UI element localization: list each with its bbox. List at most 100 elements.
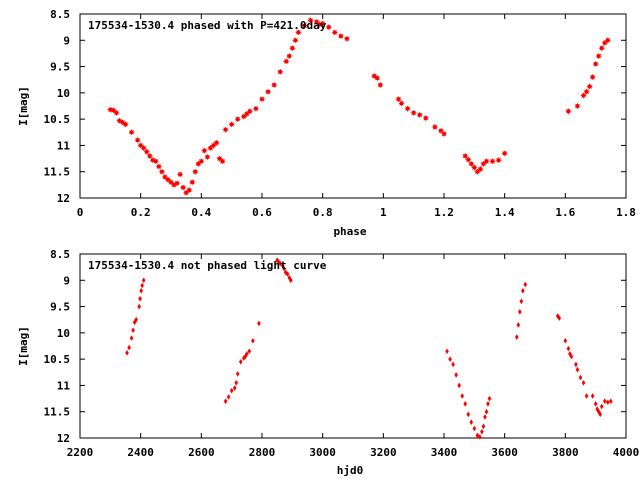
data-point (198, 158, 205, 165)
y-tick-label: 9.5 (50, 61, 70, 74)
data-point (599, 403, 604, 410)
y-tick-label: 10.5 (44, 353, 71, 366)
data-point (604, 37, 611, 44)
data-point (280, 262, 285, 269)
data-point (565, 108, 572, 115)
y-axis-label: I[mag] (17, 86, 30, 126)
data-point (557, 315, 562, 321)
data-point (377, 81, 384, 89)
data-point (286, 52, 293, 60)
data-point (246, 108, 254, 115)
x-tick-label: 3800 (552, 446, 579, 459)
y-axis-ticks: 8.5 9 9.5 10 10.5 11 11.5 12 (44, 248, 626, 445)
data-point (519, 298, 524, 305)
data-point (606, 399, 610, 406)
data-point (469, 419, 474, 426)
data-point (483, 414, 487, 420)
y-tick-label: 8.5 (50, 8, 70, 21)
data-point (580, 92, 587, 99)
data-point (319, 20, 326, 27)
data-point (454, 372, 458, 378)
data-point (258, 95, 266, 103)
data-point (138, 295, 142, 302)
data-point (264, 88, 272, 96)
data-point (477, 165, 484, 173)
data-point (486, 401, 490, 407)
data-point (238, 358, 243, 365)
data-point (204, 153, 211, 161)
x-tick-label: 1.2 (434, 206, 454, 219)
data-point (283, 269, 288, 276)
data-point (289, 44, 296, 52)
data-point (143, 148, 150, 155)
data-point (213, 139, 220, 146)
data-point (277, 68, 284, 76)
x-tick-label: 3000 (309, 446, 336, 459)
data-point (226, 394, 231, 400)
data-point (234, 115, 241, 123)
data-point (593, 401, 598, 407)
data-point (563, 337, 568, 344)
data-point (179, 184, 187, 191)
data-point (431, 123, 439, 131)
data-point (481, 423, 486, 430)
data-point (223, 398, 228, 404)
data-point (141, 277, 146, 284)
data-point (575, 366, 580, 373)
data-point (173, 180, 181, 187)
data-point (301, 22, 308, 29)
x-tick-label: 0.2 (131, 206, 151, 219)
data-point (451, 361, 455, 368)
data-point (462, 152, 469, 160)
x-tick-label: 0.6 (252, 206, 272, 219)
data-point (158, 168, 166, 175)
y-axis-ticks: 8.5 9 9.5 10 10.5 11 11.5 12 (44, 8, 626, 205)
data-point (518, 309, 522, 315)
data-point (275, 257, 279, 264)
data-point (471, 164, 478, 171)
data-point (395, 95, 402, 103)
data-point (581, 380, 586, 386)
data-point (566, 345, 571, 352)
data-point (287, 274, 292, 281)
data-point (472, 425, 477, 432)
data-point (125, 350, 129, 356)
data-point (602, 398, 607, 404)
data-point (278, 260, 282, 267)
data-point (598, 411, 603, 418)
data-point (422, 114, 429, 122)
data-point (374, 74, 381, 82)
data-point (232, 385, 237, 391)
data-point (137, 303, 141, 310)
phased-light-curve-panel: 8.5 9 9.5 10 10.5 11 11.5 12 0 0.2 0.4 0.6 0.8 1 1.2 1… (17, 8, 636, 238)
x-axis-ticks: 0 0.2 0.4 0.6 0.8 1 1.2 1.4 1.6 1.8 (77, 14, 636, 219)
data-point (140, 144, 147, 152)
data-point (113, 109, 120, 117)
data-point (574, 361, 578, 368)
data-point (247, 348, 252, 355)
x-tick-label: 3400 (431, 446, 458, 459)
data-point (416, 111, 423, 119)
data-point (466, 411, 471, 418)
data-point (586, 83, 593, 90)
data-point (583, 88, 590, 96)
x-axis-label: phase (333, 225, 366, 238)
data-point (251, 337, 255, 344)
data-point (460, 393, 464, 399)
data-point (245, 351, 249, 357)
plot-frame (79, 253, 627, 439)
plot-frame (79, 13, 627, 199)
data-point (331, 29, 338, 36)
data-point (127, 344, 131, 351)
data-point (134, 316, 138, 323)
data-point (592, 60, 599, 68)
x-tick-label: 1.8 (616, 206, 636, 219)
data-point (448, 356, 452, 362)
data-point (307, 17, 314, 24)
x-tick-label: 0.4 (191, 206, 211, 219)
y-tick-label: 10.5 (44, 113, 71, 126)
data-point (595, 406, 599, 412)
data-point (515, 334, 519, 340)
x-tick-label: 2800 (249, 446, 276, 459)
y-tick-label: 10 (57, 87, 70, 100)
